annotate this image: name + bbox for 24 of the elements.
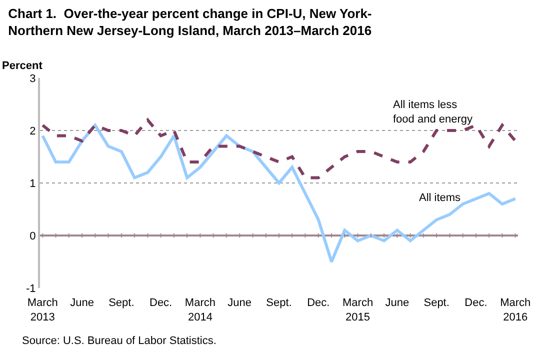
x-tick-label: June xyxy=(70,297,94,309)
x-tick-label: Sept. xyxy=(266,297,292,309)
x-tick-label: June xyxy=(385,297,410,309)
x-tick-label: Dec. xyxy=(307,297,330,309)
y-axis-title: Percent xyxy=(2,60,43,72)
chart-title: Chart 1. Over-the-year percent change in CPI-U, New York-Northern New Jersey-Long Island, March 2013–March 2016 xyxy=(8,6,372,38)
x-tick-label: March 2015 xyxy=(342,297,374,324)
y-tick-label: 2 xyxy=(30,125,36,138)
x-tick-label: Sept. xyxy=(108,297,134,309)
source-note: Source: U.S. Bureau of Labor Statistics. xyxy=(22,335,216,347)
series-label: All items less food and energy xyxy=(393,99,474,126)
series-label: All items xyxy=(419,192,462,204)
x-tick-label: March 2014 xyxy=(184,297,216,324)
line-series xyxy=(41,124,517,264)
x-tick-label: June xyxy=(228,297,252,309)
x-tick-label: March 2016 xyxy=(500,297,531,324)
x-tick-label: Dec. xyxy=(149,297,172,309)
y-tick-label: 1 xyxy=(30,178,36,190)
y-tick-label: 0 xyxy=(30,230,36,242)
y-tick-label: -1 xyxy=(26,282,36,295)
y-tick-label: 3 xyxy=(30,72,36,85)
x-tick-label: Sept. xyxy=(424,297,450,309)
x-tick-label: March 2013 xyxy=(27,297,58,324)
x-tick-label: Dec. xyxy=(464,297,488,309)
